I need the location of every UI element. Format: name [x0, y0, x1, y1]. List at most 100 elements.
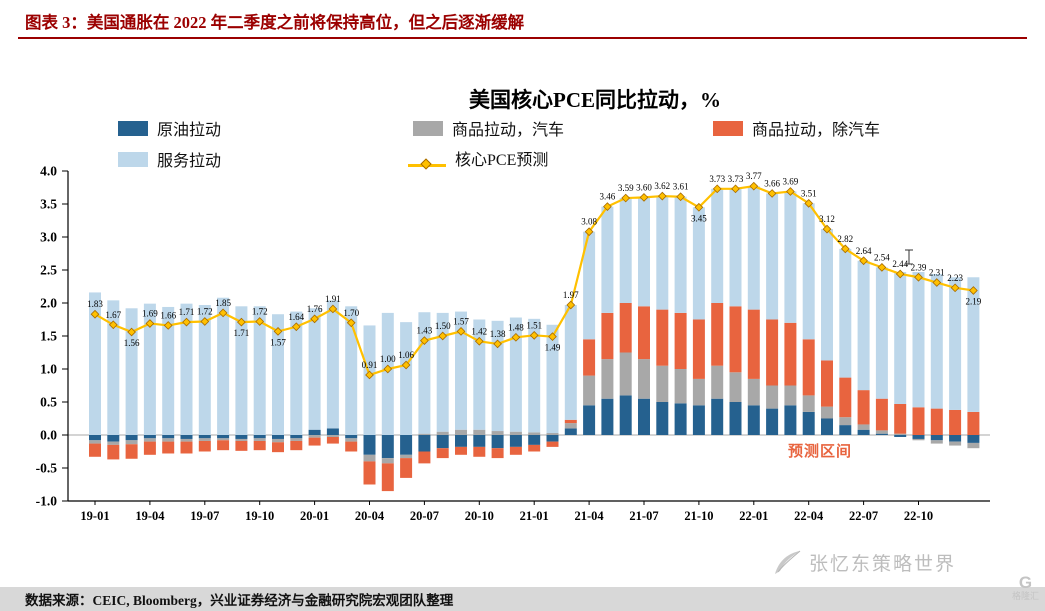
svg-text:2.5: 2.5 — [40, 263, 57, 278]
svg-text:1.72: 1.72 — [197, 306, 213, 316]
svg-text:1.71: 1.71 — [234, 328, 250, 338]
svg-text:21-01: 21-01 — [520, 509, 549, 523]
svg-text:2.64: 2.64 — [856, 246, 872, 256]
source-text: 数据来源：CEIC, Bloomberg，兴业证券经济与金融研究院宏观团队整理 — [25, 593, 454, 608]
svg-text:1.97: 1.97 — [563, 290, 579, 300]
svg-text:3.60: 3.60 — [636, 182, 652, 192]
svg-text:1.72: 1.72 — [252, 306, 268, 316]
svg-text:3.5: 3.5 — [40, 197, 57, 212]
svg-text:3.12: 3.12 — [819, 214, 835, 224]
svg-text:1.56: 1.56 — [124, 338, 140, 348]
svg-text:3.69: 3.69 — [783, 176, 799, 186]
svg-text:3.46: 3.46 — [600, 192, 616, 202]
svg-text:0.5: 0.5 — [40, 395, 57, 410]
svg-text:2.44: 2.44 — [892, 259, 908, 269]
legend-item-goods-autos: 商品拉动，汽车 — [413, 116, 564, 140]
svg-text:2.82: 2.82 — [837, 234, 853, 244]
chart-title: 美国核心PCE同比拉动，% — [469, 88, 721, 112]
svg-text:1.43: 1.43 — [417, 326, 433, 336]
oil-swatch-icon — [118, 120, 148, 136]
svg-text:3.61: 3.61 — [673, 182, 689, 192]
svg-text:3.08: 3.08 — [581, 217, 597, 227]
watermark: 张忆东策略世界 — [772, 549, 956, 576]
gelonghui-logo-text: 格隆汇 — [1011, 590, 1039, 601]
svg-text:22-01: 22-01 — [739, 509, 768, 523]
legend-label-goods-autos: 商品拉动，汽车 — [452, 122, 565, 139]
svg-text:1.0: 1.0 — [40, 362, 57, 377]
svg-text:3.59: 3.59 — [618, 183, 634, 193]
svg-text:19-07: 19-07 — [190, 509, 219, 523]
svg-text:1.83: 1.83 — [87, 299, 103, 309]
svg-text:21-10: 21-10 — [684, 509, 713, 523]
legend-label-services: 服务拉动 — [157, 153, 222, 170]
diamond-marker-icon — [420, 158, 432, 170]
svg-text:3.0: 3.0 — [40, 230, 57, 245]
svg-text:21-04: 21-04 — [575, 509, 605, 523]
svg-text:22-10: 22-10 — [904, 509, 933, 523]
svg-text:3.45: 3.45 — [691, 213, 707, 223]
svg-text:19-01: 19-01 — [80, 509, 109, 523]
svg-text:4.0: 4.0 — [40, 164, 57, 179]
svg-text:0.0: 0.0 — [40, 428, 57, 443]
svg-text:2.39: 2.39 — [911, 262, 927, 272]
watermark-text: 张忆东策略世界 — [809, 554, 957, 575]
svg-text:1.57: 1.57 — [270, 337, 286, 347]
svg-text:3.77: 3.77 — [746, 171, 762, 181]
legend-label-goods-exautos: 商品拉动，除汽车 — [752, 122, 881, 139]
svg-text:21-07: 21-07 — [629, 509, 658, 523]
svg-text:1.91: 1.91 — [325, 294, 341, 304]
svg-text:1.48: 1.48 — [508, 322, 524, 332]
services-swatch-icon — [118, 151, 148, 167]
svg-text:20-01: 20-01 — [300, 509, 329, 523]
legend-item-forecast-line: 核心PCE预测 — [408, 152, 548, 177]
feather-icon — [775, 550, 801, 574]
gelonghui-logo-letter: G — [1018, 573, 1033, 592]
svg-text:19-10: 19-10 — [245, 509, 274, 523]
svg-text:22-04: 22-04 — [794, 509, 824, 523]
legend-label-oil: 原油拉动 — [157, 122, 222, 139]
svg-text:20-10: 20-10 — [465, 509, 494, 523]
svg-text:1.38: 1.38 — [490, 329, 506, 339]
svg-text:-1.0: -1.0 — [36, 494, 58, 509]
svg-text:1.66: 1.66 — [160, 310, 176, 320]
svg-text:1.67: 1.67 — [105, 310, 121, 320]
svg-text:1.5: 1.5 — [40, 329, 57, 344]
svg-text:2.19: 2.19 — [966, 296, 982, 306]
svg-text:1.50: 1.50 — [435, 321, 451, 331]
svg-text:1.49: 1.49 — [545, 343, 561, 353]
legend-item-oil: 原油拉动 — [118, 116, 221, 140]
legend-item-services: 服务拉动 — [118, 147, 221, 171]
svg-text:2.0: 2.0 — [40, 296, 57, 311]
svg-text:20-07: 20-07 — [410, 509, 439, 523]
forecast-region-label: 预测区间 — [788, 444, 853, 460]
svg-text:1.85: 1.85 — [215, 298, 231, 308]
legend-item-goods-exautos: 商品拉动，除汽车 — [713, 116, 880, 140]
svg-text:1.06: 1.06 — [398, 350, 414, 360]
svg-text:1.51: 1.51 — [526, 320, 542, 330]
line-swatch-icon — [408, 158, 446, 170]
svg-text:22-07: 22-07 — [849, 509, 878, 523]
svg-text:20-04: 20-04 — [355, 509, 385, 523]
svg-text:1.57: 1.57 — [453, 316, 469, 326]
svg-text:2.54: 2.54 — [874, 252, 890, 262]
svg-text:1.64: 1.64 — [288, 312, 304, 322]
svg-text:19-04: 19-04 — [135, 509, 165, 523]
svg-text:1.76: 1.76 — [307, 304, 323, 314]
autos-swatch-icon — [413, 120, 443, 136]
svg-text:1.70: 1.70 — [343, 308, 359, 318]
svg-text:1.42: 1.42 — [471, 326, 487, 336]
pce-stacked-chart: 4.0 3.5 3.0 2.5 2.0 1.5 1.0 0.5 0.0 -0.5 -1.0 19-01… — [36, 164, 990, 523]
svg-text:0.91: 0.91 — [362, 360, 378, 370]
source-bar: 数据来源：CEIC, Bloomberg，兴业证券经济与金融研究院宏观团队整理 — [0, 587, 1045, 611]
svg-text:1.00: 1.00 — [380, 354, 396, 364]
figure-title: 图表 3：美国通胀在 2022 年二季度之前将保持高位，但之后逐渐缓解 — [25, 13, 525, 32]
svg-text:-0.5: -0.5 — [36, 461, 58, 476]
legend-label-forecast: 核心PCE预测 — [455, 152, 549, 169]
gelonghui-logo: G 格隆汇 — [1012, 574, 1039, 601]
svg-text:3.73: 3.73 — [728, 174, 744, 184]
svg-text:1.71: 1.71 — [179, 307, 195, 317]
header-divider — [18, 37, 1027, 39]
svg-text:2.23: 2.23 — [947, 273, 963, 283]
svg-text:3.62: 3.62 — [654, 181, 670, 191]
